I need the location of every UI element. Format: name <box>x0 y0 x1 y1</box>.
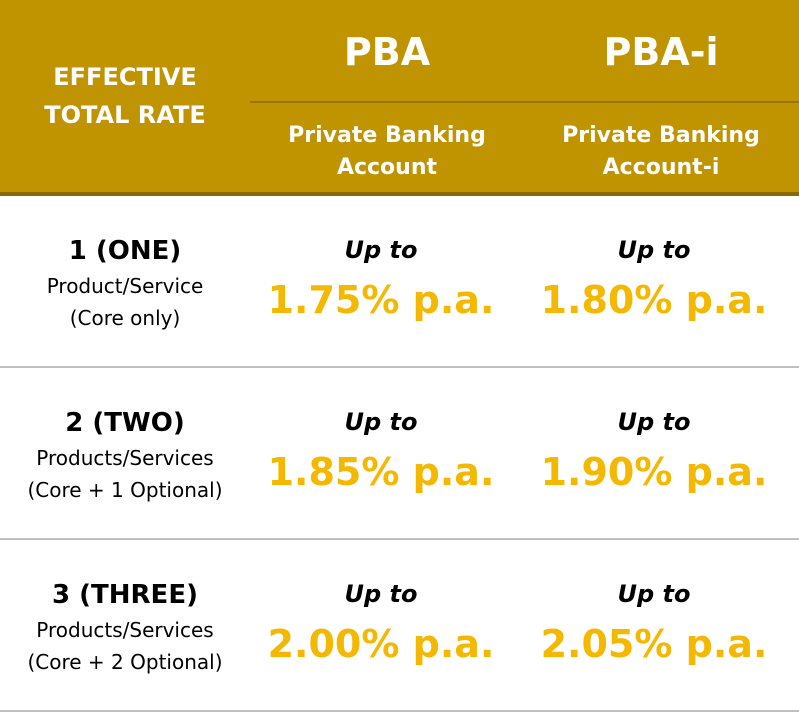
pbai-rate-value: 1.80% p.a. <box>540 278 768 322</box>
header-left-line1: EFFECTIVE <box>53 63 197 91</box>
pba-rate-cell: Up to 2.00% p.a. <box>244 540 518 712</box>
row-tier: 3 (THREE) <box>52 580 198 610</box>
header-divider <box>250 101 799 103</box>
table-row: 3 (THREE) Products/Services (Core + 2 Op… <box>0 540 799 712</box>
row-tier: 2 (TWO) <box>65 408 185 438</box>
pba-rate-prefix: Up to <box>344 236 418 264</box>
pbai-rate-value: 1.90% p.a. <box>540 450 768 494</box>
row-label: 2 (TWO) Products/Services (Core + 1 Opti… <box>0 368 250 540</box>
pba-rate-cell: Up to 1.75% p.a. <box>244 196 518 368</box>
pbai-rate-prefix: Up to <box>617 580 691 608</box>
pbai-rate-value: 2.05% p.a. <box>540 622 768 666</box>
row-label: 1 (ONE) Product/Service (Core only) <box>0 196 250 368</box>
table-header: EFFECTIVE TOTAL RATE PBA Private Banking… <box>0 0 799 196</box>
row-label: 3 (THREE) Products/Services (Core + 2 Op… <box>0 540 250 712</box>
pba-rate-value: 1.75% p.a. <box>267 278 495 322</box>
pbai-rate-cell: Up to 1.90% p.a. <box>517 368 791 540</box>
row-products: Products/Services <box>36 446 214 470</box>
pba-rate-value: 1.85% p.a. <box>267 450 495 494</box>
header-pba-sub-line1: Private Banking <box>288 123 486 148</box>
header-column-pba: PBA Private Banking Account <box>250 0 524 192</box>
header-pbai-title: PBA-i <box>603 30 719 74</box>
header-pbai-subtitle: Private Banking Account-i <box>524 120 798 184</box>
pbai-rate-cell: Up to 2.05% p.a. <box>517 540 791 712</box>
row-separator <box>0 710 799 712</box>
header-pba-title: PBA <box>343 30 431 74</box>
row-note: (Core + 2 Optional) <box>27 650 223 674</box>
header-left-line2: TOTAL RATE <box>44 101 206 129</box>
pbai-rate-prefix: Up to <box>617 408 691 436</box>
row-separator <box>0 366 799 368</box>
table-row: 1 (ONE) Product/Service (Core only) Up t… <box>0 196 799 368</box>
pba-rate-value: 2.00% p.a. <box>267 622 495 666</box>
header-column-pbai: PBA-i Private Banking Account-i <box>524 0 798 192</box>
row-tier: 1 (ONE) <box>68 236 182 266</box>
header-pba-subtitle: Private Banking Account <box>250 120 524 184</box>
header-pbai-sub-line1: Private Banking <box>562 123 760 148</box>
pba-rate-prefix: Up to <box>344 580 418 608</box>
row-products: Products/Services <box>36 618 214 642</box>
header-pba-sub-line2: Account <box>336 155 438 180</box>
row-separator <box>0 538 799 540</box>
row-products: Product/Service <box>46 274 204 298</box>
pba-rate-cell: Up to 1.85% p.a. <box>244 368 518 540</box>
row-note: (Core only) <box>69 306 181 330</box>
pba-rate-prefix: Up to <box>344 408 418 436</box>
table-row: 2 (TWO) Products/Services (Core + 1 Opti… <box>0 368 799 540</box>
row-note: (Core + 1 Optional) <box>27 478 223 502</box>
header-effective-total-rate: EFFECTIVE TOTAL RATE <box>0 0 250 192</box>
pbai-rate-cell: Up to 1.80% p.a. <box>517 196 791 368</box>
header-pbai-sub-line2: Account-i <box>602 155 720 180</box>
pbai-rate-prefix: Up to <box>617 236 691 264</box>
